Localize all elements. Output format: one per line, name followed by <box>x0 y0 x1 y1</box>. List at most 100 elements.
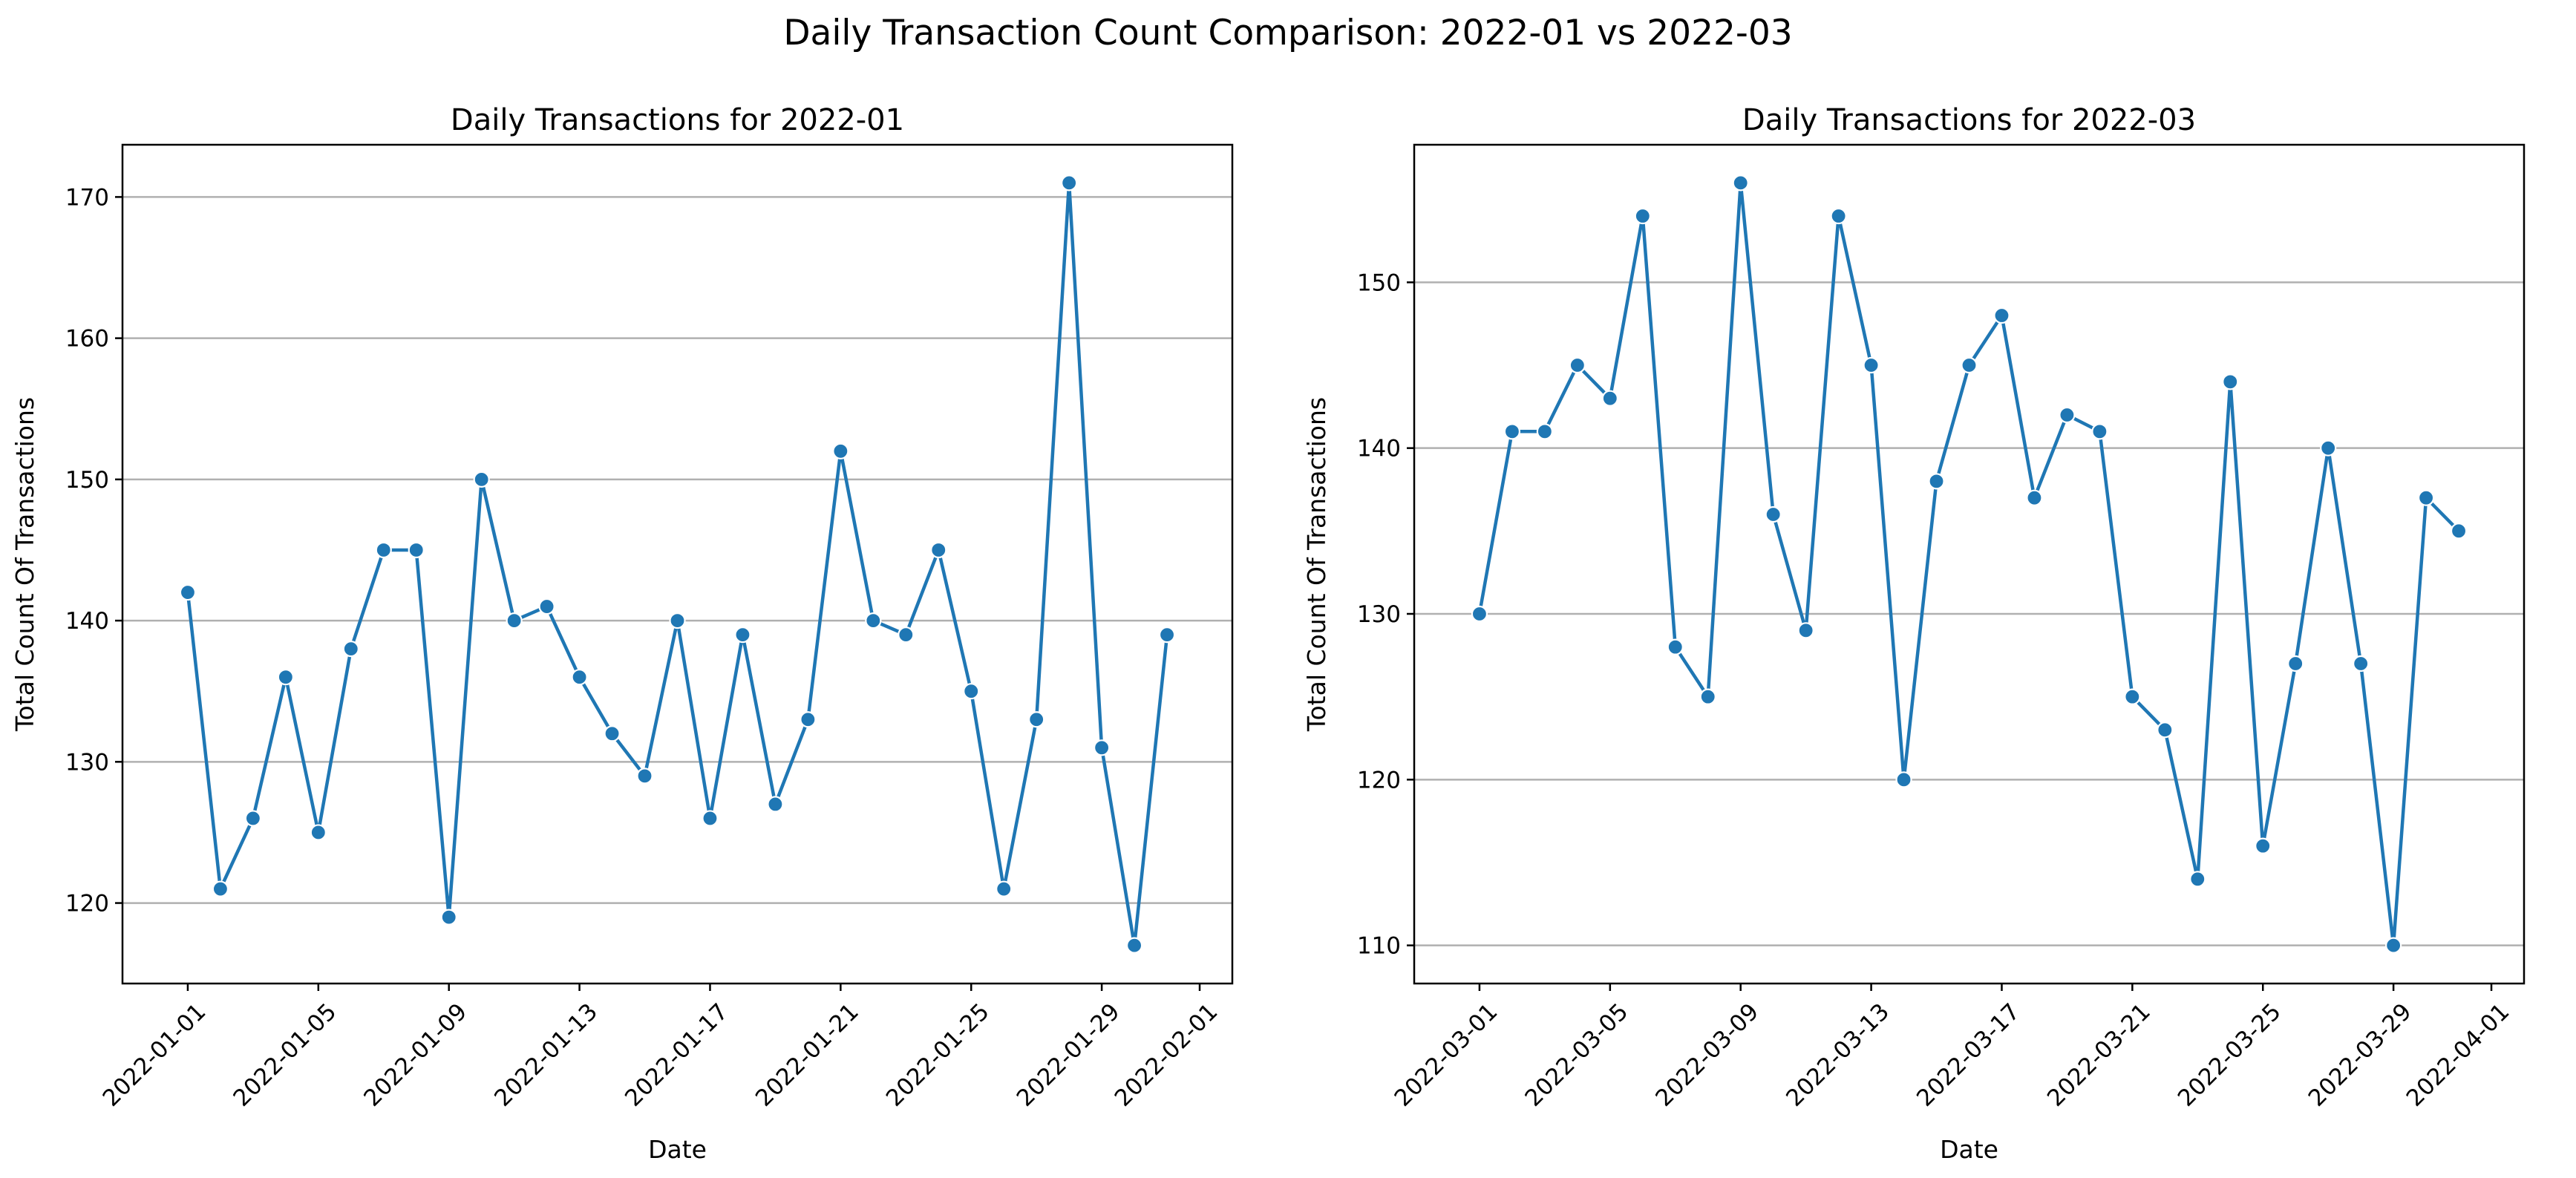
y-tick-label: 130 <box>65 749 109 776</box>
chart-title: Daily Transactions for 2022-01 <box>451 103 904 137</box>
data-point <box>1961 356 1978 374</box>
data-point <box>1732 174 1749 192</box>
data-point <box>832 442 849 459</box>
x-tick-label: 2022-01-01 <box>98 998 212 1112</box>
data-point <box>1061 174 1078 192</box>
data-markers <box>179 174 1176 954</box>
data-markers <box>1471 174 2468 954</box>
data-point <box>2059 406 2076 424</box>
x-tick-label: 2022-04-01 <box>2402 998 2515 1112</box>
data-point <box>473 471 490 488</box>
data-point <box>2091 423 2108 440</box>
data-point <box>1863 356 1880 374</box>
data-point <box>1569 356 1586 374</box>
x-tick-label: 2022-03-21 <box>2042 998 2156 1112</box>
data-point <box>996 880 1013 897</box>
data-point <box>2385 937 2402 954</box>
data-point <box>2353 655 2370 673</box>
x-tick-label: 2022-01-29 <box>1012 998 1125 1112</box>
y-tick-label: 120 <box>65 891 109 917</box>
data-point <box>2157 721 2174 739</box>
y-tick-label: 120 <box>1357 767 1401 793</box>
data-point <box>1125 937 1143 954</box>
y-tick-label: 150 <box>1357 269 1401 296</box>
data-point <box>1895 771 1912 788</box>
x-axis-label: Date <box>648 1135 707 1164</box>
x-tick-label: 2022-01-13 <box>489 998 603 1112</box>
x-tick-label: 2022-03-17 <box>1912 998 2025 1112</box>
data-point <box>898 626 915 644</box>
data-point <box>1797 622 1814 639</box>
x-tick-label: 2022-02-01 <box>1110 998 1223 1112</box>
data-point <box>2124 688 2141 705</box>
data-point <box>734 626 751 644</box>
y-ticks: 110 120 130 140 150 <box>1357 269 1414 960</box>
data-point <box>800 711 817 728</box>
axes-frame <box>121 143 1234 985</box>
x-tick-label: 2022-01-25 <box>881 998 995 1112</box>
data-point <box>1928 473 1945 490</box>
data-point <box>2026 489 2043 506</box>
data-point <box>571 669 588 686</box>
x-tick-label: 2022-03-29 <box>2304 998 2417 1112</box>
y-axis-label: Total Count Of Transactions <box>10 397 39 732</box>
x-tick-label: 2022-03-05 <box>1520 998 1633 1112</box>
data-point <box>1667 638 1684 655</box>
x-tick-label: 2022-03-13 <box>1781 998 1895 1112</box>
figure-title: Daily Transaction Count Comparison: 2022… <box>783 13 1792 53</box>
data-point <box>1765 505 1782 523</box>
y-grid <box>122 196 1232 904</box>
data-point <box>538 598 555 615</box>
data-point <box>1471 605 1488 623</box>
data-point <box>604 725 621 742</box>
data-point <box>767 796 784 813</box>
data-point <box>408 541 425 559</box>
data-point <box>636 768 653 785</box>
x-tick-label: 2022-03-01 <box>1390 998 1503 1112</box>
y-tick-label: 170 <box>65 184 109 211</box>
data-point <box>212 880 229 897</box>
y-tick-label: 110 <box>1357 933 1401 960</box>
x-tick-label: 2022-01-17 <box>620 998 733 1112</box>
data-point <box>963 683 980 700</box>
data-point <box>342 641 359 658</box>
data-point <box>2450 523 2468 540</box>
x-tick-label: 2022-01-05 <box>228 998 341 1112</box>
data-point <box>1094 739 1111 756</box>
y-axis-label: Total Count Of Transactions <box>1302 397 1331 732</box>
x-tick-label: 2022-03-25 <box>2173 998 2286 1112</box>
data-point <box>277 669 294 686</box>
data-point <box>2417 489 2435 506</box>
x-ticks: 2022-03-01 2022-03-05 2022-03-09 2022-03-13… <box>1390 984 2515 1112</box>
data-point <box>2222 373 2239 390</box>
chart-title: Daily Transactions for 2022-03 <box>1742 103 2196 137</box>
data-point <box>865 612 882 629</box>
data-point <box>375 541 392 559</box>
data-point <box>702 810 719 827</box>
data-point <box>1158 626 1176 644</box>
data-point <box>1993 307 2010 324</box>
data-point <box>2255 837 2272 854</box>
data-point <box>1503 423 1521 440</box>
series-line <box>186 181 1169 947</box>
data-point <box>1830 207 1847 225</box>
y-tick-label: 130 <box>1357 601 1401 628</box>
data-point <box>179 583 197 601</box>
y-ticks: 120 130 140 150 160 170 <box>65 184 122 917</box>
data-point <box>1601 390 1618 407</box>
x-tick-label: 2022-03-09 <box>1650 998 1764 1112</box>
data-point <box>2287 655 2304 673</box>
data-point <box>2320 439 2337 457</box>
x-axis-label: Date <box>1940 1135 1998 1164</box>
y-grid <box>1414 281 2524 946</box>
data-point <box>669 612 686 629</box>
series-line <box>1477 181 2460 947</box>
y-tick-label: 140 <box>65 608 109 635</box>
x-tick-label: 2022-01-09 <box>359 998 472 1112</box>
x-ticks: 2022-01-01 2022-01-05 2022-01-09 2022-01-13… <box>98 984 1223 1112</box>
data-point <box>1699 688 1716 705</box>
data-point <box>506 612 523 629</box>
